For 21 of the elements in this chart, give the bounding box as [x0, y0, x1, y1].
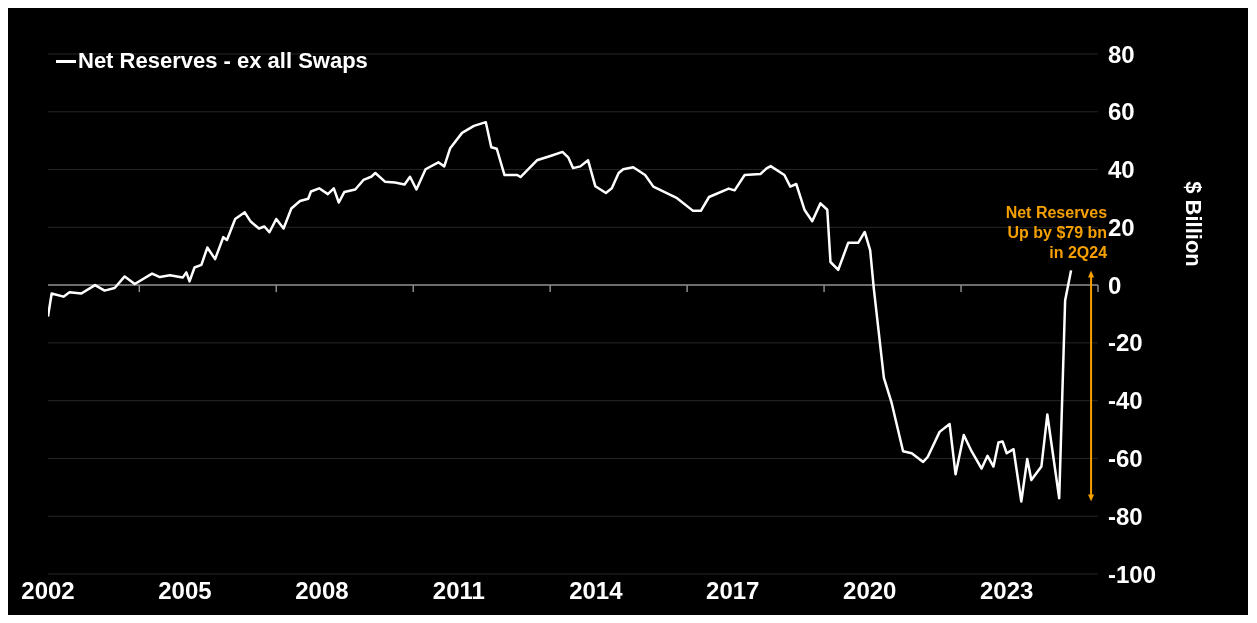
x-tick-label: 2017 — [706, 577, 760, 605]
x-tick-label: 2002 — [21, 577, 75, 605]
x-tick-label: 2014 — [569, 577, 624, 605]
x-tick-label: 2020 — [843, 577, 897, 605]
y-axis-title: $ Billion — [1181, 181, 1206, 267]
y-tick-label: 60 — [1108, 98, 1135, 126]
y-tick-label: 80 — [1108, 40, 1135, 68]
y-tick-label: 40 — [1108, 156, 1135, 184]
y-tick-label: -20 — [1108, 329, 1143, 357]
y-tick-label: 0 — [1108, 271, 1122, 299]
y-tick-label: -60 — [1108, 444, 1143, 472]
x-tick-label: 2011 — [432, 577, 485, 605]
y-tick-label: 20 — [1108, 213, 1135, 241]
x-tick-label: 2005 — [158, 577, 212, 605]
legend-label: Net Reserves - ex all Swaps — [78, 48, 368, 74]
y-tick-label: -100 — [1108, 560, 1157, 588]
y-tick-label: -80 — [1108, 502, 1143, 530]
annotation: Net Reserves Up by $79 bn in 2Q24 — [1005, 204, 1108, 262]
x-tick-label: 2008 — [295, 577, 349, 605]
y-tick-label: -40 — [1108, 387, 1143, 415]
x-tick-label: 2023 — [980, 577, 1034, 605]
